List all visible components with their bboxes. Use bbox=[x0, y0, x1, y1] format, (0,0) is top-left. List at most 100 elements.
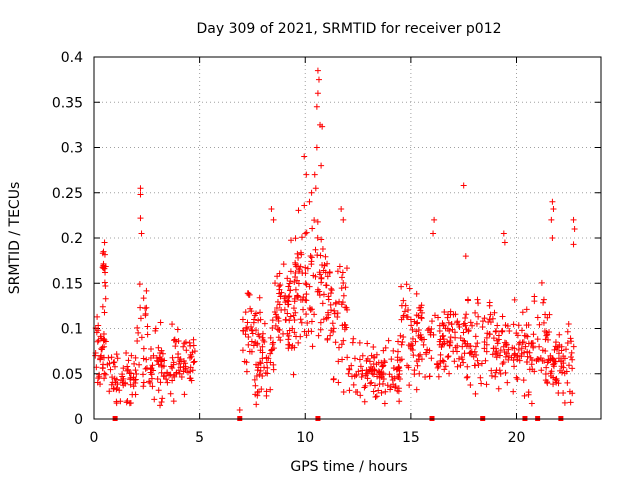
data-point bbox=[253, 401, 260, 408]
data-point bbox=[295, 254, 302, 261]
data-point bbox=[510, 321, 517, 328]
data-point bbox=[368, 352, 375, 359]
data-point bbox=[440, 322, 447, 329]
data-point bbox=[371, 382, 378, 389]
data-point bbox=[559, 369, 566, 376]
data-point bbox=[403, 281, 410, 288]
data-point bbox=[482, 357, 489, 364]
data-point bbox=[111, 363, 118, 370]
x-tick-label: 15 bbox=[402, 430, 420, 446]
data-point bbox=[447, 308, 454, 315]
data-point bbox=[328, 287, 335, 294]
data-point bbox=[510, 388, 517, 395]
data-point bbox=[515, 346, 522, 353]
data-point bbox=[245, 341, 252, 348]
data-point bbox=[540, 296, 547, 303]
data-point bbox=[506, 327, 513, 334]
data-point bbox=[472, 390, 479, 397]
data-point bbox=[312, 246, 319, 253]
data-point bbox=[325, 293, 332, 300]
data-point bbox=[244, 325, 251, 332]
data-point bbox=[322, 253, 329, 260]
data-point bbox=[465, 327, 472, 334]
data-point bbox=[536, 343, 543, 350]
data-point bbox=[523, 332, 530, 339]
data-point bbox=[389, 377, 396, 384]
data-point bbox=[328, 307, 335, 314]
data-point bbox=[302, 230, 309, 237]
data-point bbox=[267, 386, 274, 393]
data-point bbox=[257, 309, 264, 316]
data-point bbox=[436, 322, 443, 329]
data-point bbox=[519, 339, 526, 346]
data-point bbox=[111, 359, 118, 366]
data-point bbox=[463, 311, 470, 318]
data-point bbox=[170, 359, 177, 366]
data-point bbox=[501, 348, 508, 355]
data-point bbox=[479, 318, 486, 325]
data-point bbox=[169, 354, 176, 361]
data-point bbox=[395, 374, 402, 381]
data-point bbox=[309, 225, 316, 232]
data-point bbox=[385, 337, 392, 344]
data-point bbox=[428, 318, 435, 325]
data-point bbox=[338, 285, 345, 292]
peak-data-point bbox=[313, 103, 320, 110]
data-point bbox=[334, 314, 341, 321]
data-point bbox=[157, 402, 164, 409]
data-point bbox=[551, 346, 558, 353]
data-point bbox=[286, 327, 293, 334]
data-point bbox=[437, 351, 444, 358]
data-point bbox=[561, 399, 568, 406]
data-point bbox=[426, 325, 432, 332]
data-point bbox=[188, 353, 195, 360]
data-point bbox=[113, 376, 120, 383]
data-point bbox=[364, 340, 371, 347]
data-point bbox=[488, 367, 495, 374]
data-point bbox=[515, 322, 522, 329]
data-point bbox=[460, 337, 467, 344]
peak-data-point bbox=[549, 198, 556, 205]
data-point bbox=[464, 363, 471, 370]
data-point bbox=[444, 354, 451, 361]
data-point bbox=[305, 328, 312, 335]
data-point bbox=[479, 324, 486, 331]
data-point bbox=[280, 261, 287, 268]
data-point bbox=[174, 326, 181, 333]
data-point bbox=[540, 319, 547, 326]
data-point bbox=[409, 326, 416, 333]
data-point bbox=[546, 329, 553, 336]
data-point bbox=[451, 358, 458, 365]
data-point bbox=[308, 306, 315, 313]
data-point bbox=[244, 290, 251, 297]
data-point bbox=[314, 286, 321, 293]
data-point bbox=[338, 274, 345, 281]
data-point bbox=[461, 350, 468, 357]
tick-labels-layer: 0 0.05 0.1 0.15 0.2 0.25 0.3 0.35 0.4 0 5 10 15 20 bbox=[52, 50, 526, 446]
data-point bbox=[367, 380, 374, 387]
data-point bbox=[183, 347, 190, 354]
data-point bbox=[393, 366, 400, 373]
data-point bbox=[356, 356, 363, 363]
data-point bbox=[327, 301, 334, 308]
data-point bbox=[142, 310, 149, 317]
data-point bbox=[426, 373, 433, 380]
data-point bbox=[158, 369, 165, 376]
data-point bbox=[531, 298, 538, 305]
data-point bbox=[297, 316, 304, 323]
data-point bbox=[336, 263, 343, 270]
data-point bbox=[259, 330, 266, 337]
data-point bbox=[418, 309, 425, 316]
data-point bbox=[127, 370, 134, 377]
data-point bbox=[553, 375, 560, 382]
data-point bbox=[511, 345, 518, 352]
data-point bbox=[290, 371, 297, 378]
data-point bbox=[324, 314, 331, 321]
data-point bbox=[137, 304, 144, 311]
peak-data-point bbox=[138, 230, 145, 237]
data-point bbox=[110, 385, 117, 392]
data-point bbox=[343, 265, 350, 272]
data-point bbox=[326, 269, 333, 276]
data-point bbox=[261, 364, 268, 371]
